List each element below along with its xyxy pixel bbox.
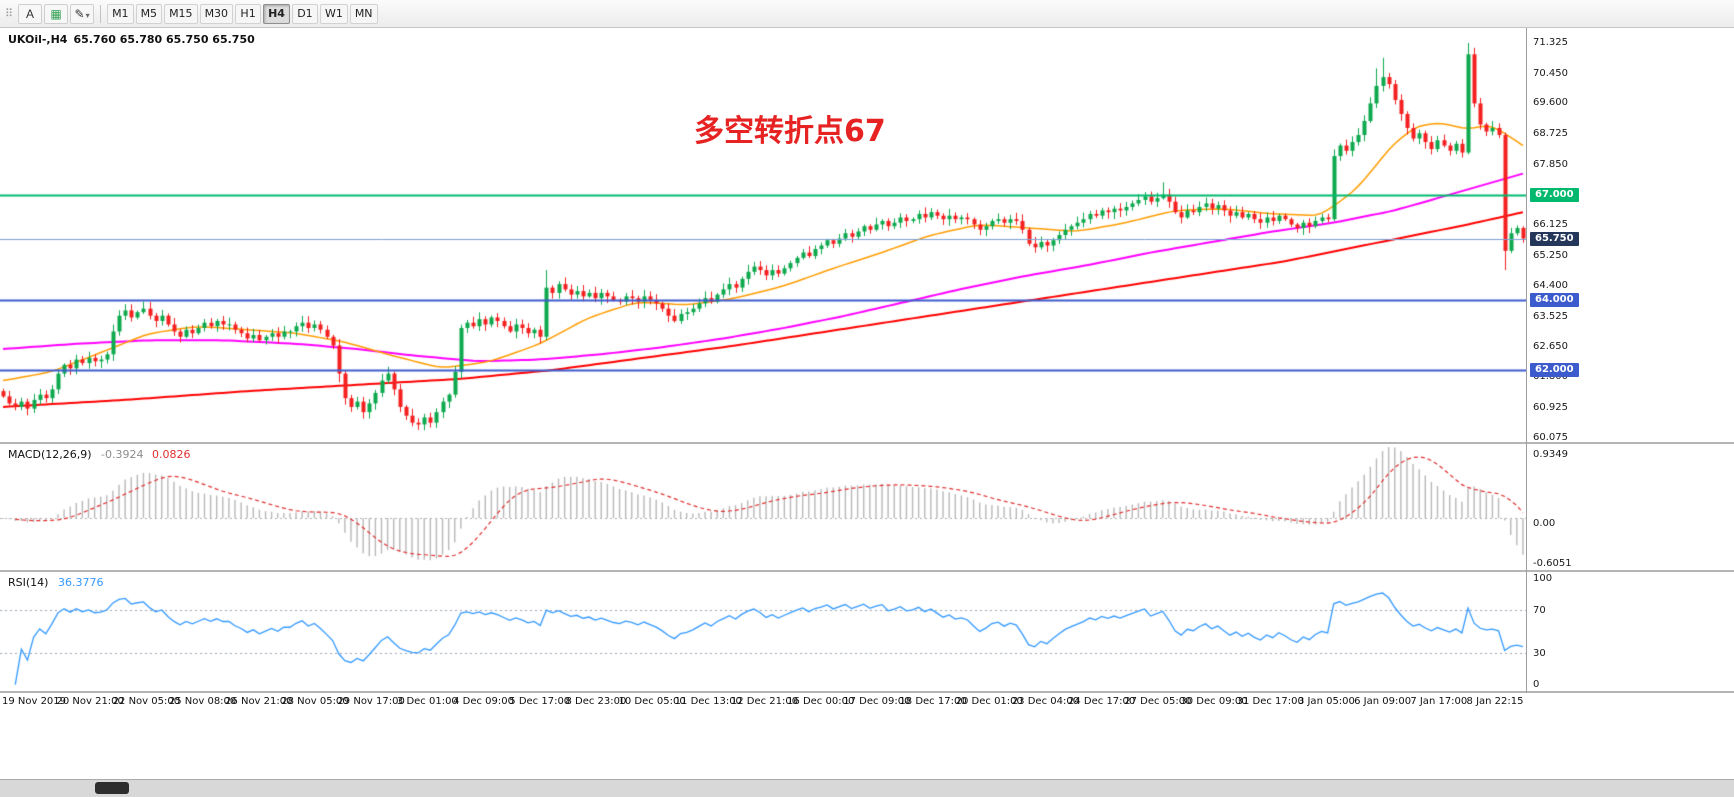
rsi-tick: 0	[1533, 679, 1540, 690]
time-label: 12 Dec 21:00	[730, 696, 799, 707]
chart-title: UKOil-,H4 65.760 65.780 65.750 65.750	[8, 33, 255, 46]
price-tick: 68.725	[1533, 128, 1568, 140]
time-label: 23 Dec 04:00	[1011, 696, 1080, 707]
time-label: 25 Nov 08:00	[168, 696, 237, 707]
price-line-badge-67000[interactable]: 67.000	[1530, 187, 1579, 202]
time-label: 16 Dec 00:00	[787, 696, 855, 707]
time-label: 24 Dec 17:00	[1068, 696, 1136, 707]
time-label: 11 Dec 13:00	[674, 696, 742, 707]
timeframe-h4-button[interactable]: H4	[263, 3, 290, 24]
time-label: 27 Dec 05:00	[1124, 696, 1192, 707]
macd-label: MACD(12,26,9)	[8, 448, 92, 461]
time-label: 30 Dec 09:00	[1180, 696, 1248, 707]
macd-tick: 0.9349	[1533, 448, 1568, 460]
text-tool-button[interactable]: A	[18, 3, 43, 24]
time-label: 22 Nov 05:00	[112, 696, 181, 707]
draw-tool-icon: ✎	[74, 6, 85, 21]
macd-tick: 0.00	[1533, 518, 1556, 530]
time-label: 7 Jan 17:00	[1410, 696, 1468, 707]
main-price-axis[interactable]: 71.325 70.450 69.600 68.725 67.850 66.125 65.2…	[1527, 28, 1734, 443]
panel-divider-rsi-timeaxis	[0, 691, 1734, 693]
rsi-panel-canvas[interactable]	[0, 572, 1526, 691]
macd-signal-value: 0.0826	[152, 448, 191, 461]
price-line-badge-64000[interactable]: 64.000	[1530, 292, 1579, 307]
time-label: 19 Nov 2019	[1, 696, 67, 707]
time-label: 31 Dec 17:00	[1236, 696, 1304, 707]
price-tick: 60.925	[1533, 401, 1568, 413]
draw-tool-button[interactable]: ✎▾	[70, 3, 95, 24]
price-line-badge-65750[interactable]: 65.750	[1530, 231, 1579, 246]
time-label: 3 Dec 01:00	[396, 696, 458, 707]
chart-ohlc-values: 65.760 65.780 65.750 65.750	[73, 33, 255, 46]
time-label: 6 Jan 09:00	[1354, 696, 1412, 707]
time-label: 3 Jan 05:00	[1297, 696, 1355, 707]
chart-symbol-timeframe: UKOil-,H4	[8, 33, 68, 46]
timeframe-buttons: M1 M5 M15 M30 H1 H4 D1 W1 MN	[107, 3, 378, 24]
timeframe-m5-button[interactable]: M5	[135, 3, 163, 24]
macd-header: MACD(12,26,9) -0.3924 0.0826	[8, 448, 191, 461]
rsi-value-axis[interactable]: 100 70 30 0	[1527, 572, 1734, 691]
objects-tool-icon: ▦	[50, 6, 62, 21]
time-axis[interactable]: 19 Nov 2019 20 Nov 21:00 22 Nov 05:00 25 No…	[0, 693, 1734, 711]
timeframe-mn-button[interactable]: MN	[349, 3, 378, 24]
objects-tool-button[interactable]: ▦	[44, 3, 69, 24]
macd-value-axis[interactable]: 0.9349 0.00 -0.6051	[1527, 444, 1734, 570]
status-bar	[0, 779, 1734, 797]
macd-main-value: -0.3924	[101, 448, 144, 461]
main-chart-canvas[interactable]	[0, 28, 1526, 442]
time-label: 8 Jan 22:15	[1466, 696, 1524, 707]
panel-divider-macd-rsi[interactable]	[0, 570, 1734, 572]
time-label: 20 Dec 01:00	[955, 696, 1023, 707]
toolbar-drag-handle-icon[interactable]: ⠿	[5, 7, 13, 20]
timeframe-m30-button[interactable]: M30	[199, 3, 234, 24]
rsi-value: 36.3776	[57, 576, 104, 589]
time-label: 10 Dec 05:00	[618, 696, 686, 707]
timeframe-w1-button[interactable]: W1	[319, 3, 348, 24]
rsi-tick: 30	[1533, 647, 1546, 659]
timeframe-m15-button[interactable]: M15	[164, 3, 198, 24]
price-tick: 60.075	[1533, 431, 1568, 443]
time-label: 4 Dec 09:00	[453, 696, 514, 707]
time-label: 17 Dec 09:00	[843, 696, 911, 707]
time-label: 28 Nov 05:00	[281, 696, 349, 707]
price-tick: 69.600	[1533, 97, 1568, 109]
rsi-tick: 70	[1533, 605, 1546, 617]
price-tick: 67.850	[1533, 158, 1568, 170]
time-label: 18 Dec 17:00	[899, 696, 967, 707]
timeframe-m1-button[interactable]: M1	[107, 3, 134, 24]
price-line-badge-62000[interactable]: 62.000	[1530, 363, 1579, 378]
toolbar: ⠿ A ▦ ✎▾ M1 M5 M15 M30 H1 H4 D1 W1 MN	[0, 0, 1734, 28]
timeframe-h1-button[interactable]: H1	[235, 3, 262, 24]
toolbar-separator	[100, 4, 102, 23]
chevron-down-icon: ▾	[85, 10, 90, 20]
rsi-label: RSI(14)	[8, 576, 49, 589]
price-tick: 63.525	[1533, 310, 1568, 322]
rsi-header: RSI(14) 36.3776	[8, 576, 103, 589]
macd-tick: -0.6051	[1533, 558, 1572, 569]
rsi-tick: 100	[1533, 573, 1553, 585]
price-tick: 65.250	[1533, 250, 1568, 262]
toolbar-tools-group: ⠿ A ▦ ✎▾	[5, 3, 95, 24]
time-label: 8 Dec 23:00	[565, 696, 627, 707]
macd-panel-canvas[interactable]	[0, 444, 1526, 570]
time-label: 5 Dec 17:00	[509, 696, 571, 707]
price-axis-border	[1526, 28, 1527, 693]
price-tick: 66.125	[1533, 219, 1568, 231]
price-tick: 64.400	[1533, 279, 1568, 291]
timeframe-d1-button[interactable]: D1	[291, 3, 318, 24]
price-tick: 71.325	[1533, 36, 1568, 48]
price-tick: 70.450	[1533, 67, 1568, 79]
panel-divider-main-macd[interactable]	[0, 442, 1734, 444]
text-tool-icon: A	[26, 6, 35, 21]
scrollbar-thumb[interactable]	[95, 782, 129, 794]
time-label: 29 Nov 17:00	[337, 696, 405, 707]
time-label: 20 Nov 21:00	[56, 696, 124, 707]
time-label: 26 Nov 21:00	[225, 696, 293, 707]
price-tick: 62.650	[1533, 341, 1568, 353]
chart-annotation-text[interactable]: 多空转折点67	[694, 114, 886, 149]
